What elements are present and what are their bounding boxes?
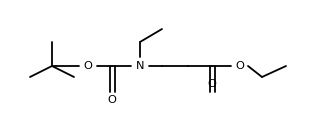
Text: O: O xyxy=(84,61,92,71)
Text: N: N xyxy=(136,61,144,71)
Text: O: O xyxy=(108,95,116,105)
Text: O: O xyxy=(236,61,244,71)
Text: O: O xyxy=(208,79,216,89)
